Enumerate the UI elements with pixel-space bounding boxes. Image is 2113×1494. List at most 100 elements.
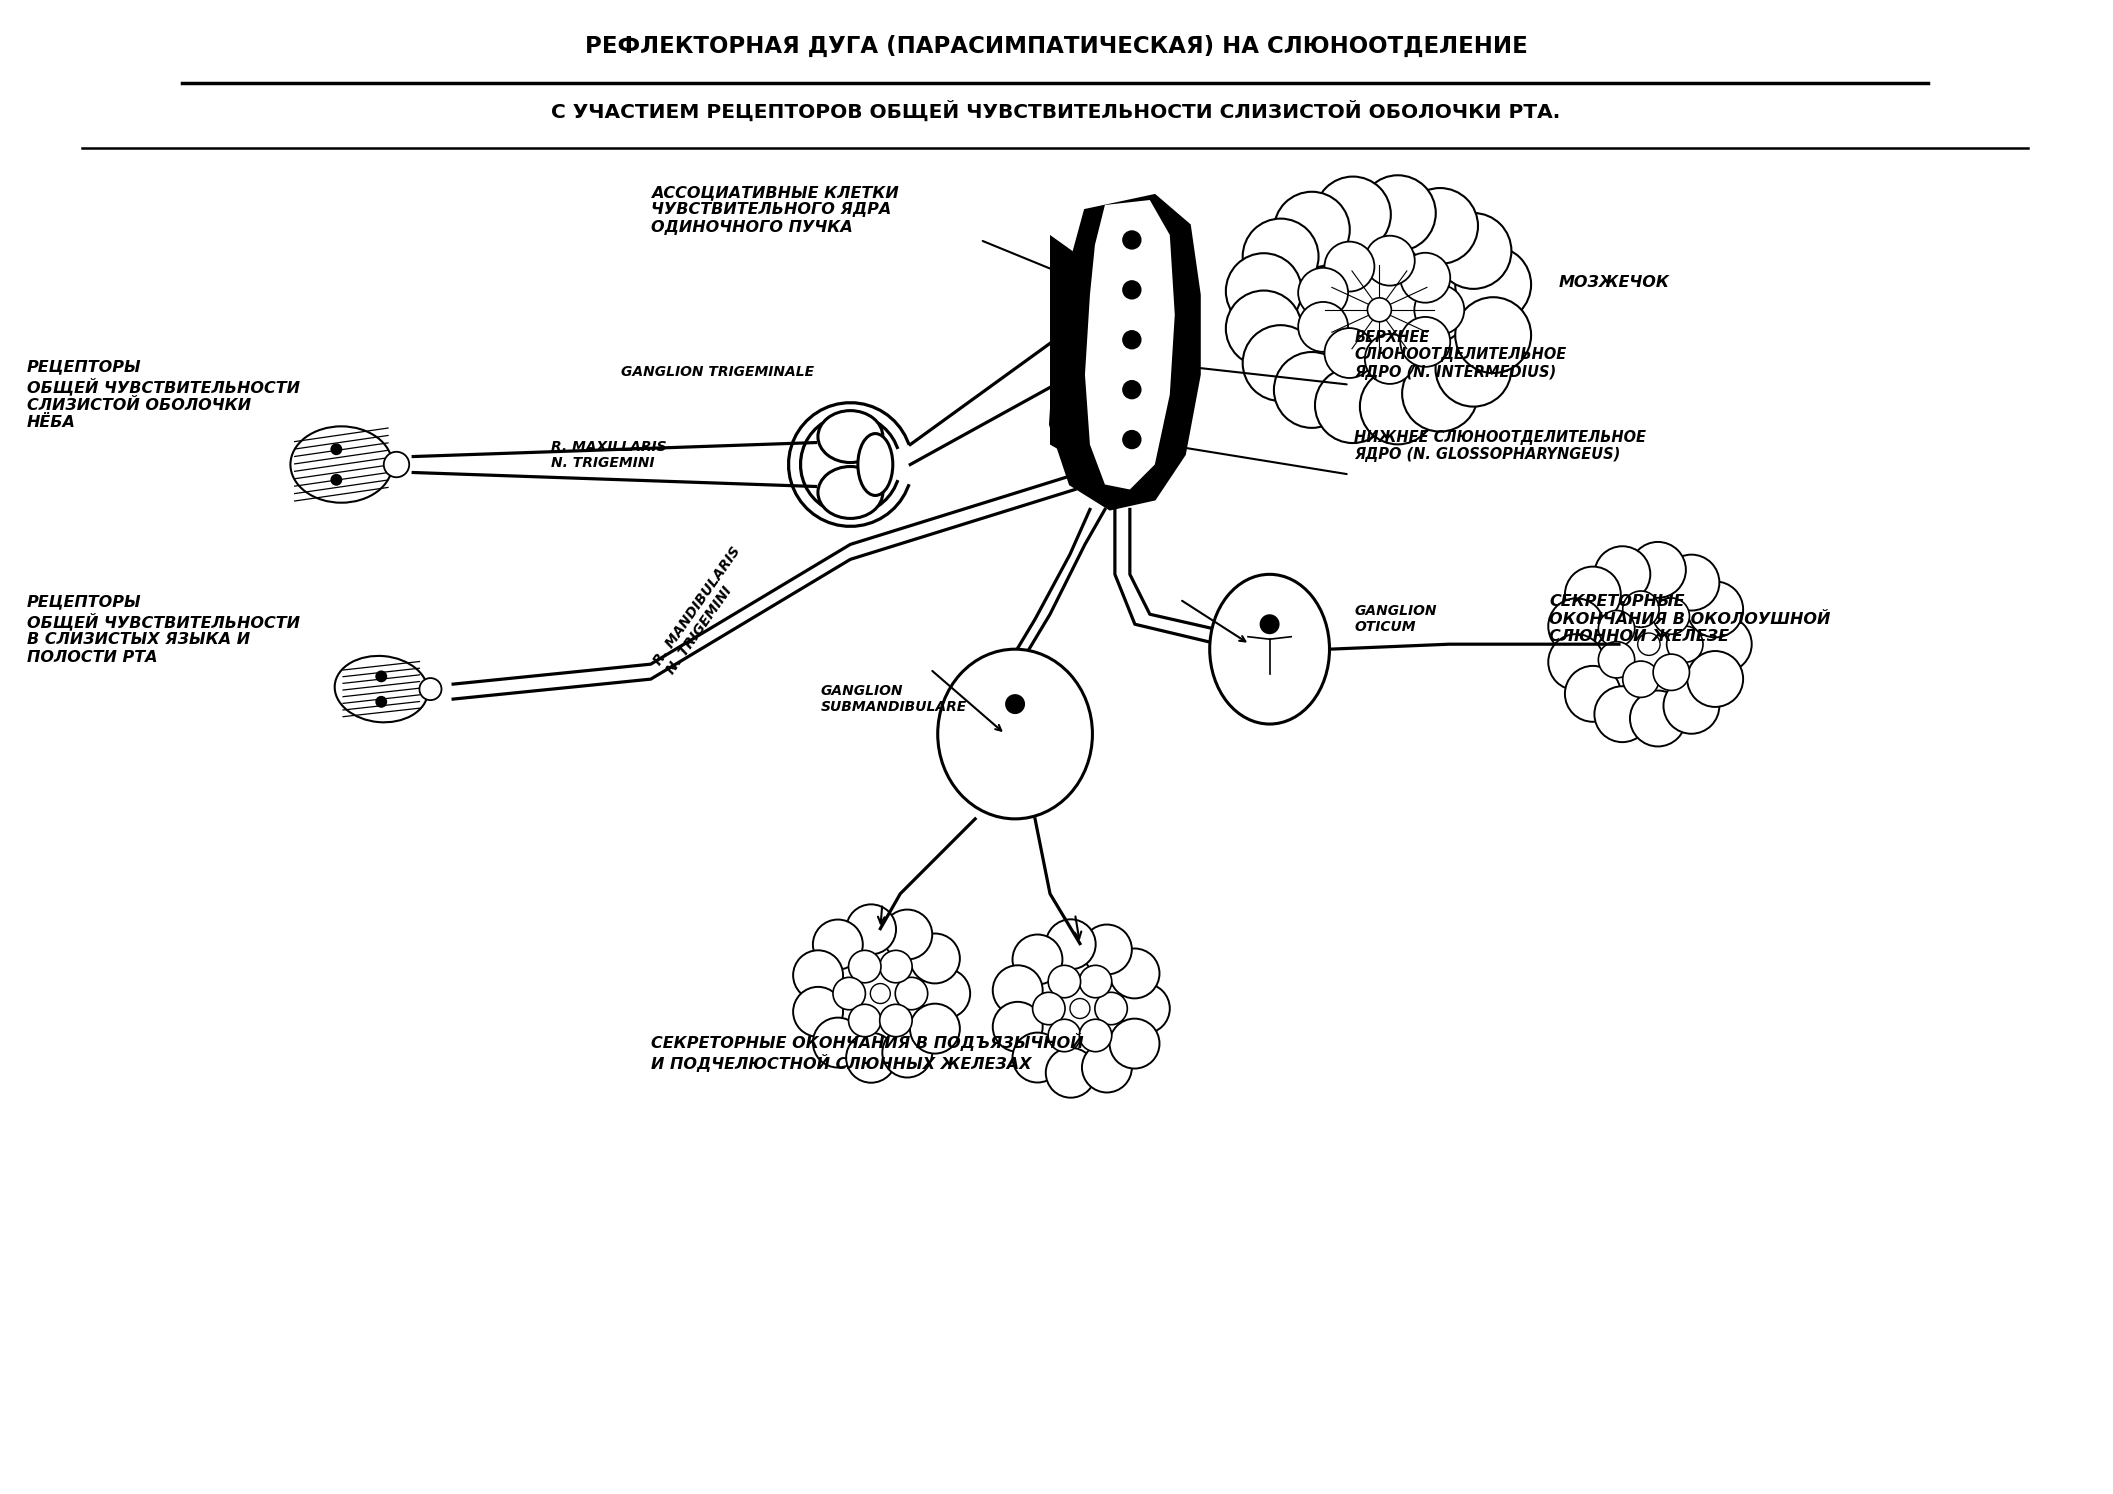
Circle shape xyxy=(1401,317,1450,368)
Polygon shape xyxy=(1084,196,1190,245)
Circle shape xyxy=(1325,329,1373,378)
Circle shape xyxy=(1629,542,1686,598)
Circle shape xyxy=(814,1017,862,1068)
Circle shape xyxy=(1109,1019,1160,1068)
Circle shape xyxy=(1638,633,1661,656)
Circle shape xyxy=(1623,592,1659,627)
Circle shape xyxy=(1667,626,1703,662)
Ellipse shape xyxy=(818,411,883,463)
Circle shape xyxy=(1242,326,1319,400)
Circle shape xyxy=(1401,252,1450,303)
Text: РЕФЛЕКТОРНАЯ ДУГА (ПАРАСИМПАТИЧЕСКАЯ) НА СЛЮНООТДЕЛЕНИЕ: РЕФЛЕКТОРНАЯ ДУГА (ПАРАСИМПАТИЧЕСКАЯ) НА… xyxy=(585,36,1528,58)
Circle shape xyxy=(1109,949,1160,998)
Circle shape xyxy=(1314,176,1390,252)
Circle shape xyxy=(1122,381,1141,399)
Text: НИЖНЕЕ СЛЮНООТДЕЛИТЕЛЬНОЕ
ЯДРО (N. GLOSSOPHARYNGEUS): НИЖНЕЕ СЛЮНООТДЕЛИТЕЛЬНОЕ ЯДРО (N. GLOSS… xyxy=(1354,430,1646,462)
Text: СЕКРЕТОРНЫЕ ОКОНЧАНИЯ В ПОДЪЯЗЫЧНОЙ
И ПОДЧЕЛЮСТНОЙ СЛЮННЫХ ЖЕЛЕЗАХ: СЕКРЕТОРНЫЕ ОКОНЧАНИЯ В ПОДЪЯЗЫЧНОЙ И ПО… xyxy=(651,1034,1084,1073)
Circle shape xyxy=(1080,1019,1111,1052)
Circle shape xyxy=(376,696,387,708)
Ellipse shape xyxy=(1211,574,1329,725)
Circle shape xyxy=(1456,297,1532,374)
Circle shape xyxy=(330,444,342,456)
Circle shape xyxy=(1012,935,1063,985)
Circle shape xyxy=(1274,353,1350,427)
Circle shape xyxy=(792,988,843,1037)
Circle shape xyxy=(911,1004,959,1053)
Circle shape xyxy=(1242,218,1319,294)
Polygon shape xyxy=(1084,200,1175,490)
Circle shape xyxy=(1652,654,1690,690)
Circle shape xyxy=(1367,297,1390,321)
Circle shape xyxy=(1082,925,1133,974)
Circle shape xyxy=(1688,651,1743,707)
Circle shape xyxy=(1663,678,1720,734)
Circle shape xyxy=(1120,983,1171,1034)
Circle shape xyxy=(1403,188,1477,264)
Circle shape xyxy=(879,950,913,983)
Circle shape xyxy=(1697,616,1752,672)
Circle shape xyxy=(921,968,970,1019)
Text: АССОЦИАТИВНЫЕ КЛЕТКИ
ЧУВСТВИТЕЛЬНОГО ЯДРА
ОДИНОЧНОГО ПУЧКА: АССОЦИАТИВНЫЕ КЛЕТКИ ЧУВСТВИТЕЛЬНОГО ЯДР… xyxy=(651,185,898,235)
Circle shape xyxy=(1046,919,1097,970)
Circle shape xyxy=(1048,1019,1080,1052)
Text: R. MANDIBULARIS
N. TRIGEMINI: R. MANDIBULARIS N. TRIGEMINI xyxy=(651,544,756,677)
Ellipse shape xyxy=(289,426,393,502)
Circle shape xyxy=(896,977,928,1010)
Circle shape xyxy=(871,983,890,1004)
Text: GANGLION TRIGEMINALE: GANGLION TRIGEMINALE xyxy=(621,365,814,378)
Polygon shape xyxy=(1050,196,1200,509)
Circle shape xyxy=(1566,566,1621,623)
Text: МОЗЖЕЧОК: МОЗЖЕЧОК xyxy=(1559,275,1669,290)
Circle shape xyxy=(1314,368,1390,444)
Circle shape xyxy=(1549,598,1604,654)
Circle shape xyxy=(1595,547,1650,602)
Circle shape xyxy=(1297,267,1348,318)
Circle shape xyxy=(792,950,843,999)
Text: СЕКРЕТОРНЫЕ
ОКОНЧАНИЯ В ОКОЛОУШНОЙ
СЛЮННОЙ ЖЕЛЕЗЕ: СЕКРЕТОРНЫЕ ОКОНЧАНИЯ В ОКОЛОУШНОЙ СЛЮНН… xyxy=(1549,595,1830,644)
Circle shape xyxy=(993,965,1042,1016)
Circle shape xyxy=(376,671,387,683)
Circle shape xyxy=(1361,369,1435,444)
Text: ВЕРХНЕЕ
СЛЮНООТДЕЛИТЕЛЬНОЕ
ЯДРО (N. INTERMEDIUS): ВЕРХНЕЕ СЛЮНООТДЕЛИТЕЛЬНОЕ ЯДРО (N. INTE… xyxy=(1354,330,1566,379)
Circle shape xyxy=(1297,302,1348,353)
Circle shape xyxy=(1095,992,1128,1025)
Circle shape xyxy=(1652,598,1690,635)
Circle shape xyxy=(1048,965,1080,998)
Circle shape xyxy=(385,451,410,477)
Circle shape xyxy=(1365,236,1416,285)
Circle shape xyxy=(1122,430,1141,448)
Circle shape xyxy=(1403,356,1477,432)
Text: R. MAXILLARIS
N. TRIGEMINI: R. MAXILLARIS N. TRIGEMINI xyxy=(551,439,666,469)
Circle shape xyxy=(849,950,881,983)
Circle shape xyxy=(1274,191,1350,267)
Circle shape xyxy=(330,474,342,486)
Circle shape xyxy=(1122,330,1141,348)
Circle shape xyxy=(1566,666,1621,722)
Circle shape xyxy=(1663,554,1720,611)
Circle shape xyxy=(883,910,932,959)
Circle shape xyxy=(1122,281,1141,299)
Circle shape xyxy=(1597,611,1635,647)
Circle shape xyxy=(1259,614,1280,635)
Circle shape xyxy=(879,1004,913,1037)
Ellipse shape xyxy=(858,433,894,496)
Circle shape xyxy=(993,1002,1042,1052)
Circle shape xyxy=(1082,1043,1133,1092)
Circle shape xyxy=(1435,214,1511,288)
Circle shape xyxy=(1325,242,1373,291)
Circle shape xyxy=(1122,232,1141,249)
Circle shape xyxy=(1435,330,1511,406)
Circle shape xyxy=(1456,247,1532,323)
Circle shape xyxy=(1226,252,1302,329)
Circle shape xyxy=(420,678,442,701)
Text: РЕЦЕПТОРЫ
ОБЩЕЙ ЧУВСТВИТЕЛЬНОСТИ
В СЛИЗИСТЫХ ЯЗЫКА И
ПОЛОСТИ РТА: РЕЦЕПТОРЫ ОБЩЕЙ ЧУВСТВИТЕЛЬНОСТИ В СЛИЗИ… xyxy=(27,595,300,665)
Circle shape xyxy=(1597,641,1635,678)
Circle shape xyxy=(833,977,866,1010)
Ellipse shape xyxy=(334,656,427,722)
Ellipse shape xyxy=(938,650,1092,819)
Circle shape xyxy=(883,1028,932,1077)
Circle shape xyxy=(1595,686,1650,743)
Circle shape xyxy=(849,1004,881,1037)
Circle shape xyxy=(1365,335,1416,384)
Circle shape xyxy=(1414,285,1464,335)
